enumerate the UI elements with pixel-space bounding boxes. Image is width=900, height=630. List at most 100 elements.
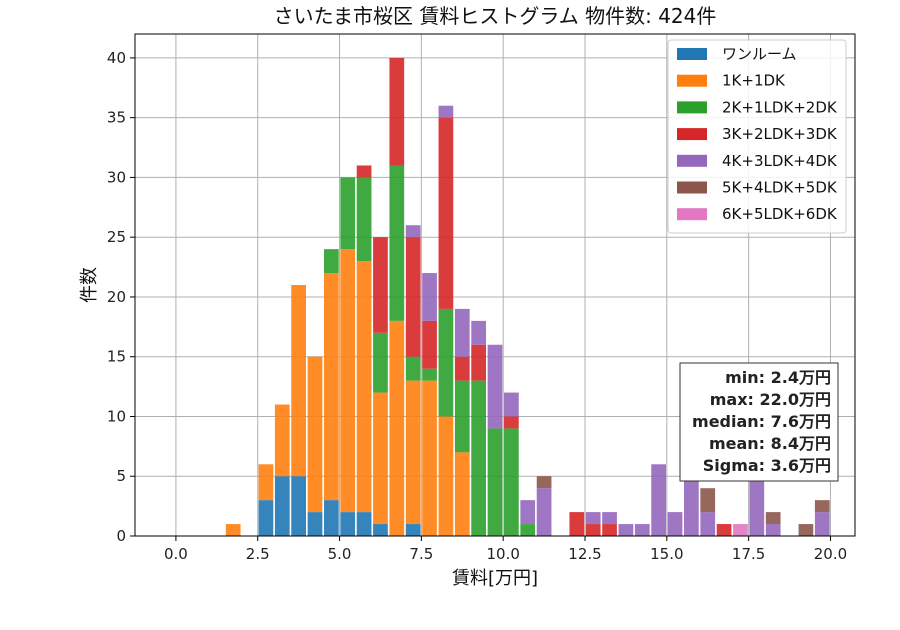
histogram-bar xyxy=(585,512,601,525)
legend-swatch xyxy=(677,154,707,167)
legend: ワンルーム 1K+1DK 2K+1LDK+2DK 3K+2LDK+3DK 4K+3LDK… xyxy=(667,39,847,234)
histogram-bar xyxy=(471,344,486,381)
stats-line: Sigma: 3.6万円 xyxy=(703,456,831,475)
histogram-bar xyxy=(585,524,601,536)
y-tick-label: 40 xyxy=(107,49,126,67)
histogram-bar xyxy=(307,356,323,513)
histogram-bar xyxy=(536,476,552,489)
x-tick-label: 17.5 xyxy=(732,545,765,563)
histogram-bar xyxy=(602,524,617,536)
histogram-bar xyxy=(324,249,339,274)
histogram-bar xyxy=(258,500,274,536)
histogram-bar xyxy=(356,165,372,178)
histogram-bar xyxy=(520,500,536,525)
histogram-bar xyxy=(225,524,241,536)
histogram-bar xyxy=(569,512,585,536)
histogram-bar xyxy=(422,368,437,381)
legend-swatch xyxy=(677,128,707,141)
y-tick-label: 35 xyxy=(107,109,126,127)
histogram-bar xyxy=(389,320,405,536)
histogram-bar xyxy=(324,273,339,501)
x-tick-label: 5.0 xyxy=(328,545,352,563)
histogram-bar xyxy=(389,57,405,166)
x-tick-label: 0.0 xyxy=(164,545,188,563)
histogram-bar xyxy=(405,225,421,238)
histogram-bar xyxy=(274,404,290,477)
legend-swatch xyxy=(677,208,707,221)
legend-label: 4K+3LDK+4DK xyxy=(722,152,838,170)
legend-swatch xyxy=(677,74,707,87)
y-tick-label: 15 xyxy=(107,348,126,366)
histogram-bar xyxy=(618,524,634,536)
histogram-bar xyxy=(356,512,372,536)
histogram-bar xyxy=(634,524,650,536)
histogram-bar xyxy=(504,416,519,429)
histogram-bar xyxy=(422,380,437,536)
y-tick-label: 0 xyxy=(116,527,126,545)
histogram-bar xyxy=(700,488,716,513)
x-tick-label: 7.5 xyxy=(409,545,433,563)
histogram-bar xyxy=(487,344,503,429)
x-tick-label: 2.5 xyxy=(246,545,270,563)
histogram-bar xyxy=(373,392,388,525)
legend-swatch xyxy=(677,48,707,60)
histogram-bar xyxy=(340,512,356,536)
histogram-bar xyxy=(765,512,781,525)
histogram-bar xyxy=(438,416,454,536)
histogram-bar xyxy=(422,320,437,369)
histogram-bar xyxy=(438,117,454,309)
histogram-bar xyxy=(356,177,372,262)
x-tick-label: 20.0 xyxy=(814,545,847,563)
legend-label: 3K+2LDK+3DK xyxy=(722,125,838,143)
stats-box: min: 2.4万円 max: 22.0万円 median: 7.6万円 mean: … xyxy=(679,362,839,482)
histogram-bar xyxy=(749,476,765,536)
y-tick-label: 25 xyxy=(107,228,126,246)
histogram-bar xyxy=(356,261,372,513)
histogram-bar xyxy=(373,237,388,333)
histogram-bar xyxy=(504,392,519,417)
stats-line: min: 2.4万円 xyxy=(725,368,831,387)
y-tick-label: 10 xyxy=(107,407,126,425)
y-tick-label: 20 xyxy=(107,288,126,306)
histogram-bar xyxy=(798,524,814,536)
histogram-bar xyxy=(814,512,830,536)
histogram-bar xyxy=(274,476,290,536)
x-axis-ticks: 0.0 2.5 5.0 7.5 10.0 12.5 15.0 17.5 20.0 xyxy=(164,536,847,563)
stats-line: mean: 8.4万円 xyxy=(709,434,831,453)
histogram-bar xyxy=(454,380,470,453)
x-tick-label: 10.0 xyxy=(486,545,519,563)
histogram-bar xyxy=(373,332,388,393)
histogram-bar xyxy=(504,428,519,536)
histogram-bar xyxy=(814,500,830,513)
histogram-bar xyxy=(438,105,454,118)
histogram-bar xyxy=(667,512,683,536)
histogram-bar xyxy=(765,524,781,536)
histogram-bar xyxy=(454,452,470,536)
histogram-bar xyxy=(291,476,306,536)
histogram-bar xyxy=(405,356,421,381)
legend-box xyxy=(667,39,847,234)
histogram-bar xyxy=(258,464,274,501)
histogram-bar xyxy=(307,512,323,536)
histogram-bar xyxy=(291,285,306,477)
histogram-bar xyxy=(602,512,617,525)
histogram-bar xyxy=(373,524,388,536)
bars xyxy=(225,57,830,536)
histogram-bar xyxy=(438,308,454,417)
histogram-bar xyxy=(454,308,470,357)
histogram-bar xyxy=(340,249,356,513)
legend-label: 2K+1LDK+2DK xyxy=(722,98,838,116)
histogram-bar xyxy=(716,524,732,536)
legend-label: 6K+5LDK+6DK xyxy=(722,205,838,223)
histogram-bar xyxy=(487,428,503,536)
histogram-bar xyxy=(405,237,421,357)
histogram-bar xyxy=(324,500,339,536)
histogram-bar xyxy=(651,464,666,536)
histogram-bar xyxy=(340,177,356,250)
x-tick-label: 12.5 xyxy=(568,545,601,563)
stats-line: max: 22.0万円 xyxy=(710,390,831,409)
x-axis-label: 賃料[万円] xyxy=(452,568,538,589)
histogram-bar xyxy=(536,488,552,536)
legend-label: ワンルーム xyxy=(722,45,797,63)
